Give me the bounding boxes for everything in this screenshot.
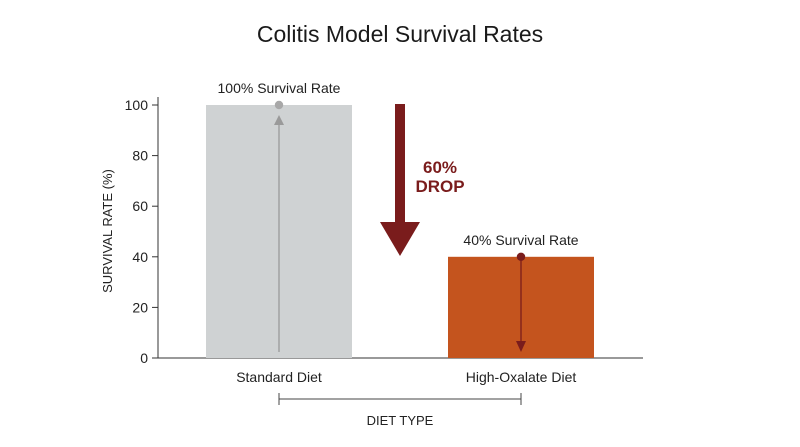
drop-percent-label: 60% — [423, 158, 457, 177]
category-label-group: Standard Diet High-Oxalate Diet — [236, 369, 576, 385]
data-label-group: 100% Survival Rate 40% Survival Rate — [218, 80, 579, 248]
up-arrow-icon — [274, 115, 284, 125]
y-tick-label: 100 — [125, 97, 149, 113]
chart-title: Colitis Model Survival Rates — [257, 21, 543, 47]
y-tick-label: 40 — [132, 249, 148, 265]
x-axis-bracket — [278, 393, 522, 405]
bar-data-label: 100% Survival Rate — [218, 80, 341, 96]
bar-data-label: 40% Survival Rate — [463, 232, 578, 248]
x-axis-label: DIET TYPE — [367, 413, 434, 428]
drop-arrow-icon — [380, 104, 420, 256]
drop-annotation: 60% DROP — [380, 104, 465, 256]
y-tick-label: 20 — [132, 299, 148, 315]
y-tick-label: 80 — [132, 148, 148, 164]
y-axis-label: SURVIVAL RATE (%) — [100, 169, 115, 293]
down-arrow-icon — [516, 341, 526, 352]
y-tick-label: 0 — [140, 350, 148, 366]
bar-top-dot — [516, 252, 526, 261]
category-label: High-Oxalate Diet — [466, 369, 577, 385]
bar-group — [206, 100, 594, 358]
y-tick-group: 0 20 40 60 80 100 — [125, 97, 158, 366]
bar-top-dot — [274, 100, 284, 110]
category-label: Standard Diet — [236, 369, 322, 385]
y-tick-label: 60 — [132, 198, 148, 214]
drop-word-label: DROP — [415, 177, 464, 196]
